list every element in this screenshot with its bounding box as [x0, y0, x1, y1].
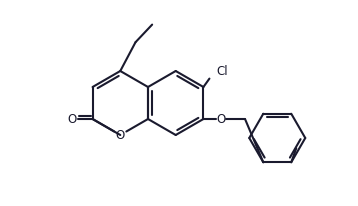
Text: Cl: Cl [217, 65, 228, 78]
Text: O: O [116, 129, 125, 142]
Text: O: O [216, 113, 226, 126]
Text: O: O [67, 113, 76, 126]
